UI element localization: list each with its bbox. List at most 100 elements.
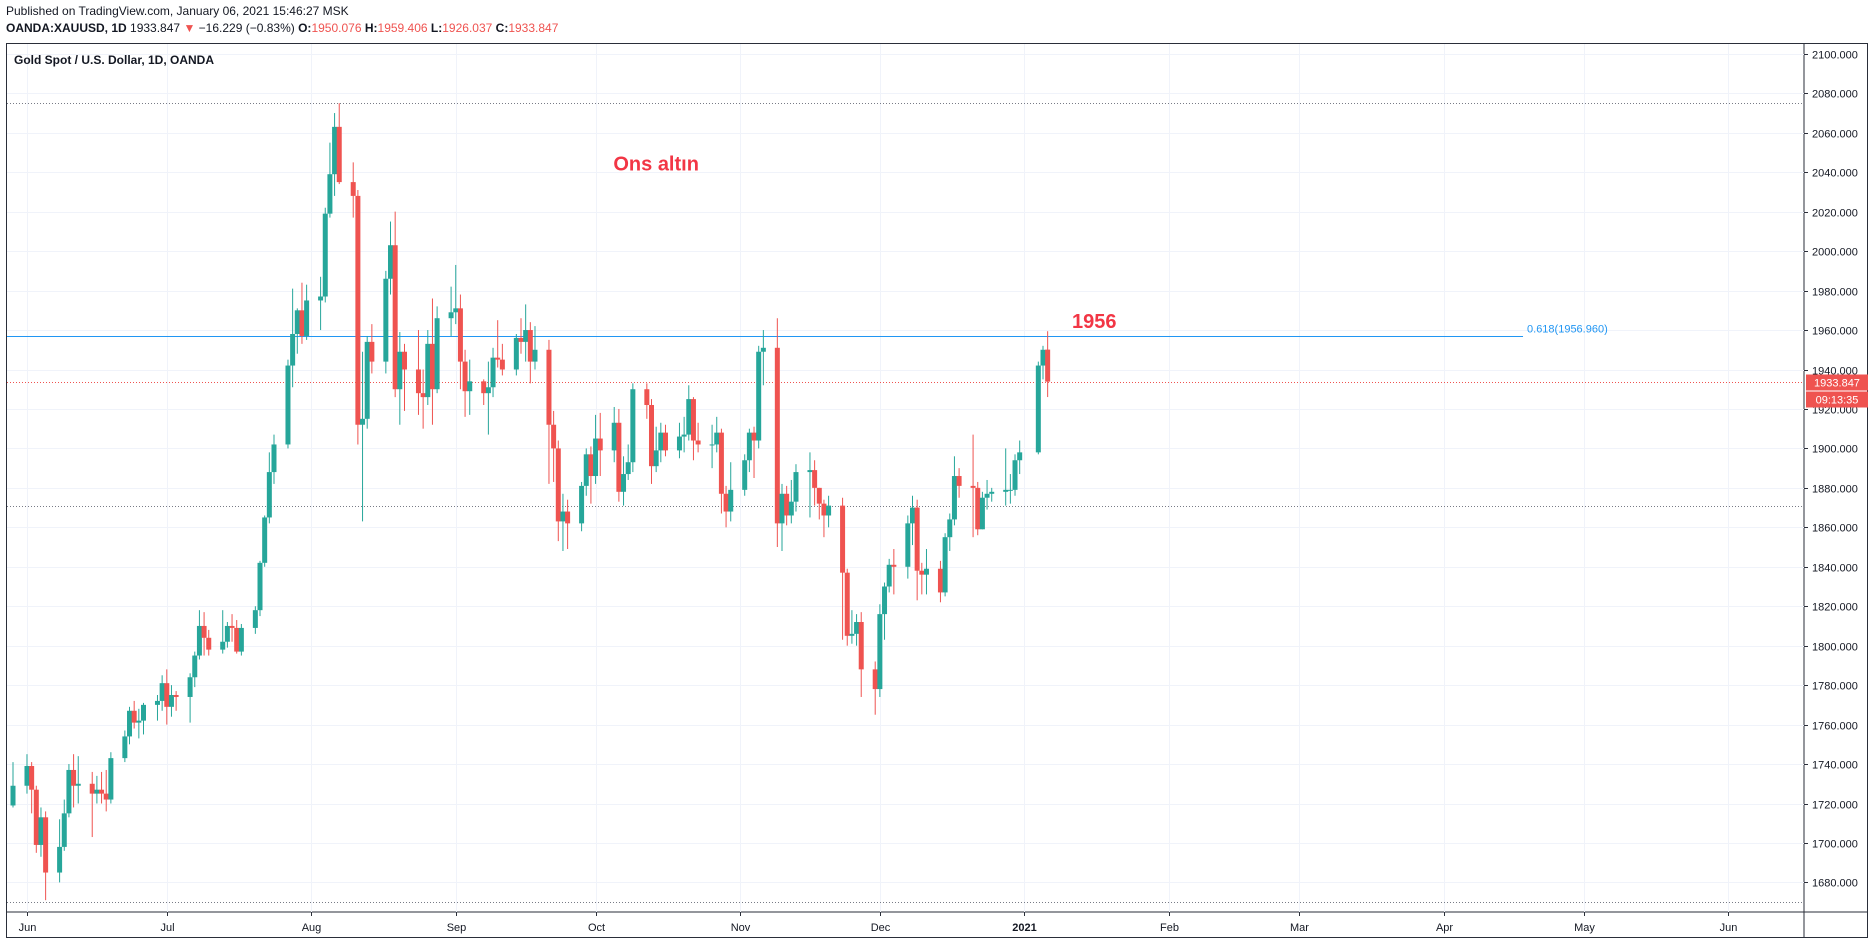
candle-body bbox=[546, 349, 552, 425]
candle-body bbox=[812, 470, 818, 488]
candle-body bbox=[336, 126, 342, 183]
candle-body bbox=[611, 422, 617, 451]
y-tick-label: 1980.000 bbox=[1812, 287, 1858, 299]
change-value: −16.229 (−0.83%) bbox=[198, 21, 295, 35]
candle-body bbox=[662, 432, 668, 451]
candle-body bbox=[457, 308, 463, 362]
y-tick-label: 1860.000 bbox=[1812, 523, 1858, 535]
candle-body bbox=[206, 637, 212, 650]
candle-body bbox=[676, 436, 682, 451]
candle-body bbox=[583, 454, 589, 486]
candle-body bbox=[318, 296, 324, 301]
candle-body bbox=[201, 625, 207, 638]
candle-body bbox=[467, 381, 473, 392]
low-value: 1926.037 bbox=[442, 21, 493, 35]
candle-body bbox=[485, 387, 491, 394]
symbol-label: OANDA:XAUUSD, 1D bbox=[6, 21, 127, 35]
chart-annotation: 1956 bbox=[1072, 311, 1117, 333]
candle-body bbox=[565, 511, 571, 524]
y-tick-label: 1760.000 bbox=[1812, 721, 1858, 733]
candle-body bbox=[388, 245, 394, 279]
candle-body bbox=[644, 389, 650, 406]
candle-body bbox=[975, 487, 981, 530]
candle-body bbox=[979, 497, 985, 530]
candle-body bbox=[173, 695, 179, 697]
chart-frame[interactable] bbox=[6, 43, 1868, 938]
candle-body bbox=[723, 493, 729, 512]
last-price-tag-label: 1933.847 bbox=[1814, 378, 1860, 390]
candle-body bbox=[322, 213, 328, 297]
x-tick-label: Jun bbox=[1720, 922, 1738, 934]
candle-body bbox=[648, 405, 654, 467]
candle-body bbox=[826, 505, 832, 516]
chart-annotation: Ons altın bbox=[613, 153, 699, 175]
candle-body bbox=[877, 614, 883, 690]
candle-body bbox=[947, 519, 953, 538]
candle-body bbox=[844, 572, 850, 636]
candle-body bbox=[718, 432, 724, 494]
last-price: 1933.847 bbox=[130, 21, 181, 35]
candle-body bbox=[332, 126, 338, 175]
countdown-tag-label: 09:13:35 bbox=[1816, 395, 1859, 407]
x-tick-label: Oct bbox=[588, 922, 605, 934]
candle-body bbox=[220, 641, 226, 650]
candle-body bbox=[136, 720, 142, 723]
candle-body bbox=[1017, 452, 1023, 461]
candle-body bbox=[970, 485, 976, 488]
candle-body bbox=[914, 507, 920, 571]
candle-body bbox=[630, 389, 636, 463]
candle-body bbox=[518, 337, 524, 342]
candle-body bbox=[401, 351, 407, 370]
candle-body bbox=[490, 357, 496, 388]
candle-body bbox=[621, 474, 627, 492]
candle-body bbox=[560, 511, 566, 522]
candle-body bbox=[61, 813, 67, 847]
y-tick-label: 2060.000 bbox=[1812, 129, 1858, 141]
x-tick-label: Jul bbox=[160, 922, 174, 934]
candle-body bbox=[597, 438, 603, 451]
candle-body bbox=[57, 846, 63, 873]
y-tick-label: 1960.000 bbox=[1812, 326, 1858, 338]
candle-body bbox=[1003, 489, 1009, 492]
candle-body bbox=[448, 312, 454, 319]
candle-body bbox=[923, 568, 929, 575]
candle-body bbox=[984, 493, 990, 498]
candle-body bbox=[38, 817, 44, 845]
candle-body bbox=[43, 817, 49, 873]
x-tick-label: Mar bbox=[1290, 922, 1309, 934]
y-tick-label: 1820.000 bbox=[1812, 602, 1858, 614]
candle-body bbox=[690, 399, 696, 441]
candle-body bbox=[294, 310, 300, 334]
candle-body bbox=[238, 627, 244, 652]
candle-body bbox=[905, 523, 911, 567]
open-label: O: bbox=[298, 21, 312, 35]
candle-body bbox=[429, 343, 435, 390]
candle-body bbox=[882, 586, 888, 615]
candle-body bbox=[886, 564, 892, 587]
x-tick-label: Nov bbox=[731, 922, 751, 934]
candle-body bbox=[234, 627, 240, 652]
candle-body bbox=[821, 503, 827, 516]
candle-body bbox=[816, 487, 822, 504]
candle-body bbox=[285, 365, 291, 445]
candle-body bbox=[555, 448, 561, 522]
candle-body bbox=[355, 195, 361, 425]
candle-body bbox=[159, 683, 165, 701]
y-tick-label: 1680.000 bbox=[1812, 878, 1858, 890]
candle-body bbox=[168, 695, 174, 707]
y-tick-label: 1840.000 bbox=[1812, 563, 1858, 575]
x-tick-label: Feb bbox=[1160, 922, 1179, 934]
candle-body bbox=[793, 472, 799, 502]
candle-body bbox=[453, 308, 459, 313]
down-arrow-icon: ▼ bbox=[183, 21, 196, 35]
candle-body bbox=[327, 174, 333, 214]
candle-body bbox=[94, 789, 100, 794]
candle-body bbox=[760, 347, 766, 352]
candle-body bbox=[415, 369, 421, 394]
candle-body bbox=[593, 438, 599, 477]
countdown-tag bbox=[1806, 391, 1868, 408]
candle-body bbox=[872, 669, 878, 690]
y-tick-label: 1800.000 bbox=[1812, 642, 1858, 654]
y-tick-label: 1880.000 bbox=[1812, 484, 1858, 496]
